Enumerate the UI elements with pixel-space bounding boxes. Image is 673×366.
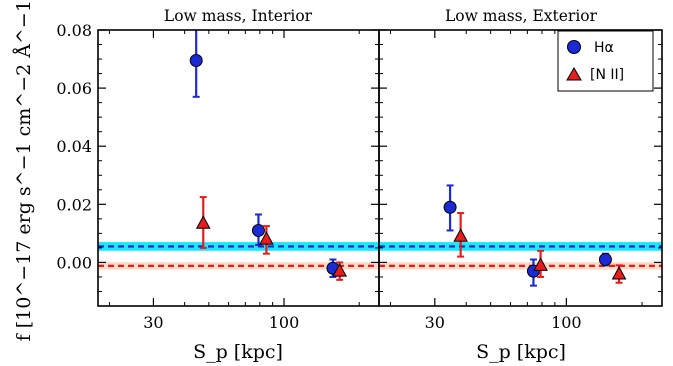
- point-halpha: [189, 54, 203, 68]
- x-tick-label: 30: [425, 313, 445, 332]
- legend-label-nii: [N II]: [590, 67, 624, 83]
- legend-box: [557, 30, 654, 92]
- y-axis-label: f [10^−17 erg s^−1 cm^−2 Å^−1]: [13, 0, 35, 341]
- y-tick-label: 0.08: [56, 21, 92, 40]
- point-nii: [332, 263, 347, 277]
- panel-interior: 30 100 0.00 0.02 0.04 0.06 0.08: [56, 21, 380, 332]
- panel-frame: [378, 29, 663, 307]
- y-tick-label: 0.02: [56, 195, 92, 214]
- x-tick-label: 100: [269, 313, 300, 332]
- x-tick-label: 100: [551, 313, 582, 332]
- point-nii: [259, 231, 274, 245]
- point-halpha: [598, 253, 612, 267]
- panel-title-exterior: Low mass, Exterior: [445, 7, 598, 25]
- point-nii: [611, 265, 627, 280]
- legend-marker-nii: [566, 67, 582, 81]
- legend-marker-halpha: [567, 40, 581, 54]
- x-tick-label: 30: [143, 313, 163, 332]
- point-nii: [533, 257, 548, 271]
- legend-label-halpha: Hα: [594, 40, 614, 56]
- point-halpha: [251, 223, 265, 237]
- x-axis-label-exterior: S_p [kpc]: [476, 341, 566, 363]
- panel-title-interior: Low mass, Interior: [164, 7, 313, 25]
- y-tick-label: 0.06: [56, 79, 92, 98]
- panels: 30 100 0.00 0.02 0.04 0.06 0.08 30 100: [56, 21, 663, 332]
- point-halpha: [443, 200, 457, 214]
- point-nii: [195, 215, 211, 229]
- x-axis-label-interior: S_p [kpc]: [193, 341, 283, 363]
- point-nii: [453, 228, 468, 242]
- panel-exterior: 30 100: [378, 29, 663, 332]
- legend: Hα [N II]: [557, 30, 654, 92]
- plot-area: [98, 30, 379, 281]
- y-tick-label: 0.04: [56, 137, 92, 156]
- y-tick-label: 0.00: [56, 253, 92, 272]
- plot-area: [379, 184, 662, 287]
